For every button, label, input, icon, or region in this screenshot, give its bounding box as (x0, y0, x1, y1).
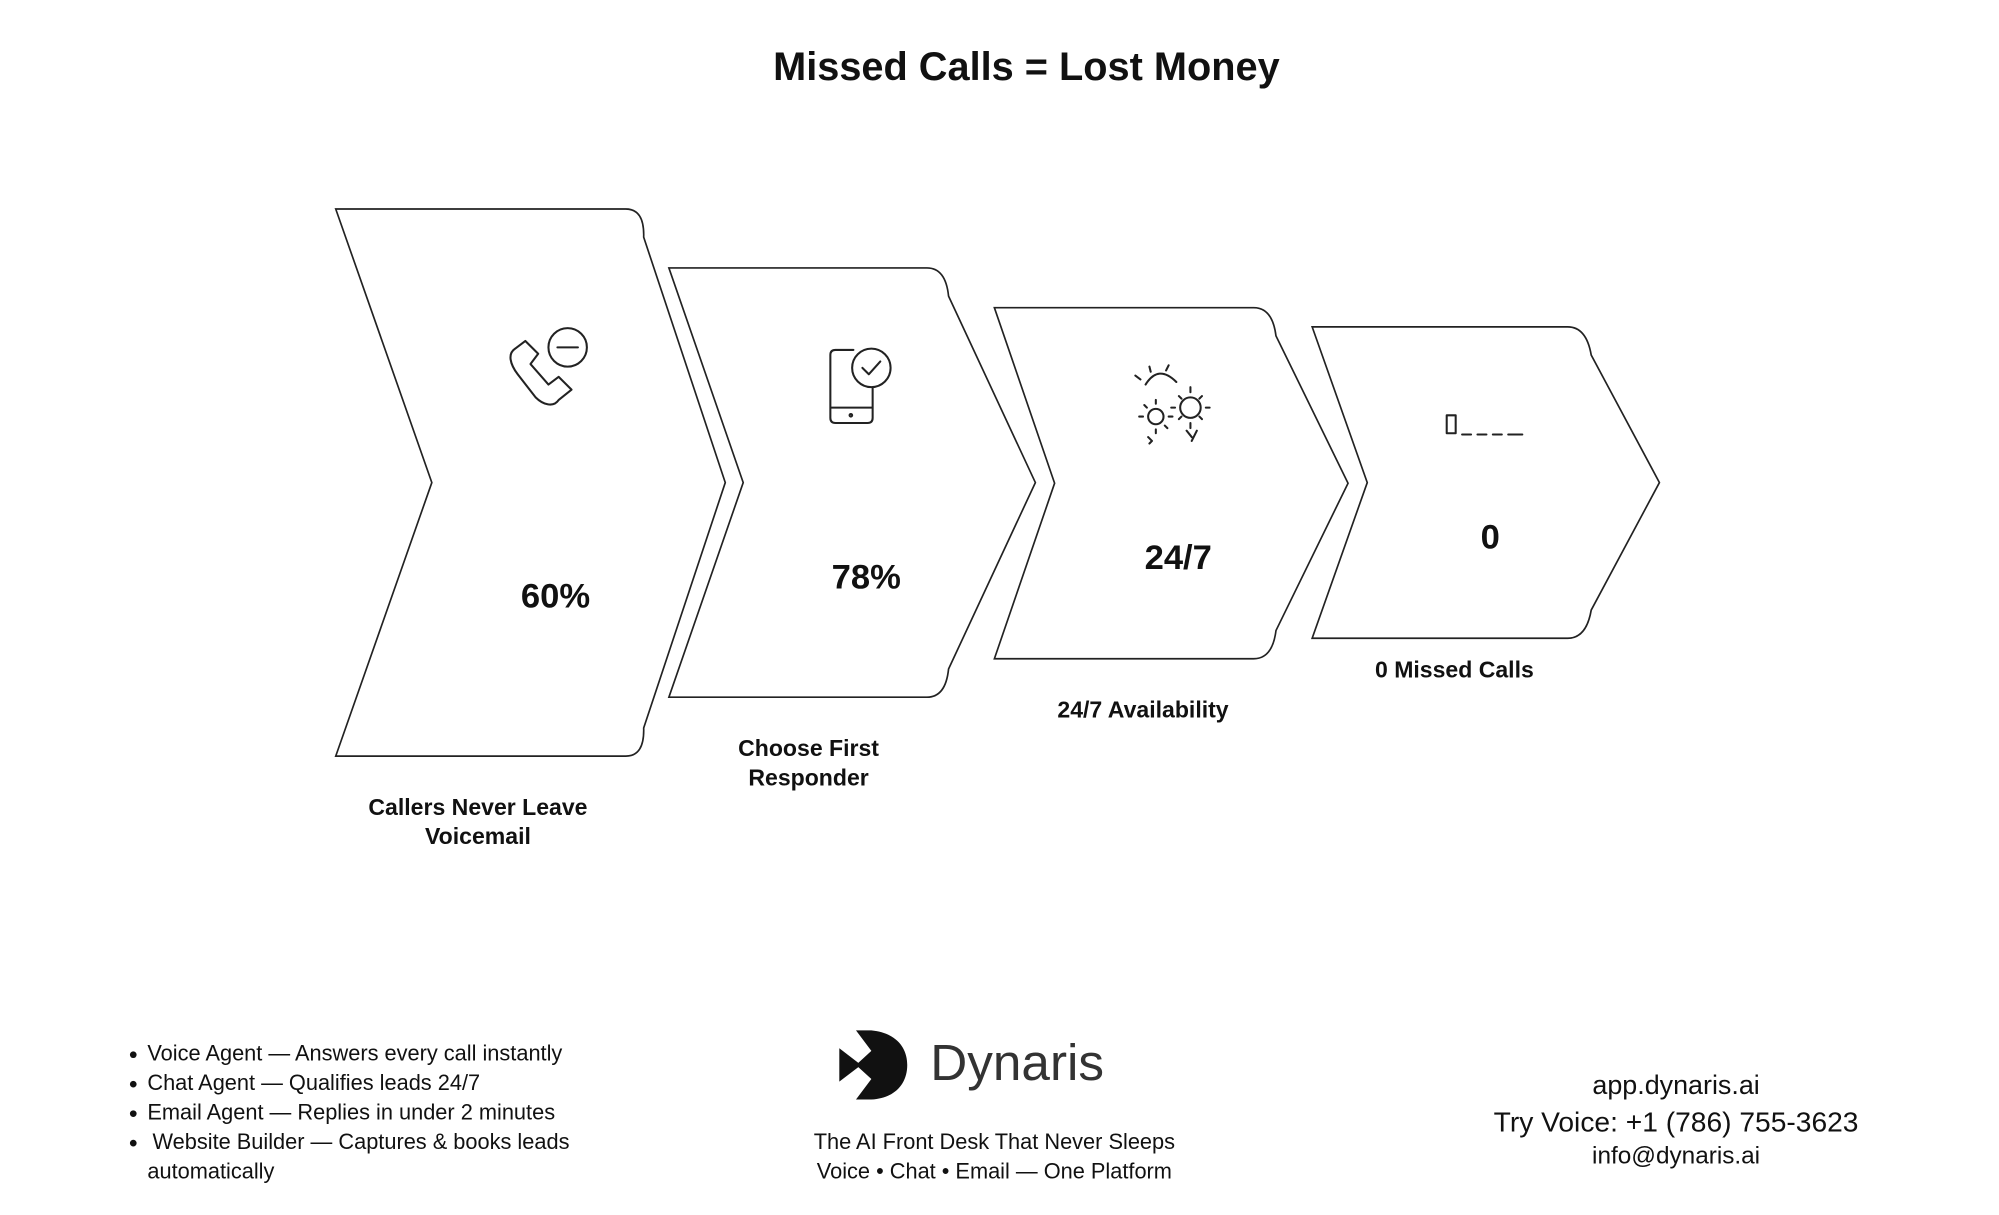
tagline: Voice • Chat • Email — One Platform (817, 1158, 1172, 1183)
sun (1147, 407, 1165, 426)
step-value: 24/7 (1145, 539, 1212, 577)
step-shape (667, 267, 1037, 699)
feature-text: Email Agent — Replies in under 2 minutes (147, 1099, 555, 1124)
contact: info@dynaris.ai (1592, 1143, 1760, 1170)
device-dot (848, 412, 854, 418)
step-value: 60% (521, 578, 590, 616)
step-label: Callers Never Leave (368, 794, 587, 820)
check (861, 360, 882, 376)
step-label: 24/7 Availability (1057, 696, 1228, 722)
step-label: 0 Missed Calls (1375, 657, 1534, 683)
placeholder-box (1445, 414, 1457, 435)
bullet (129, 1080, 137, 1088)
contact: Try Voice: +1 (786) 755-3623 (1494, 1105, 1859, 1137)
contact: app.dynaris.ai (1592, 1070, 1759, 1100)
device-icon (829, 348, 874, 425)
feature-text: Chat Agent — Qualifies leads 24/7 (147, 1070, 480, 1095)
step-shape (1310, 326, 1661, 640)
logo (839, 1030, 908, 1100)
bullet (129, 1139, 137, 1147)
feature-text: automatically (147, 1158, 274, 1183)
step-label: Responder (748, 764, 868, 790)
step-label: Choose First (738, 735, 879, 761)
title: Missed Calls = Lost Money (773, 45, 1280, 89)
step-shape (334, 208, 727, 757)
step-value: 0 (1481, 519, 1500, 557)
rays (1134, 364, 1211, 445)
minus-circle (547, 327, 588, 368)
step-label: Voicemail (425, 823, 531, 849)
phone-icon (509, 339, 573, 406)
step-shape (993, 306, 1349, 660)
brand-name: Dynaris (930, 1034, 1104, 1091)
sun (1179, 396, 1202, 419)
step-value: 78% (832, 558, 901, 596)
tagline: The AI Front Desk That Never Sleeps (814, 1129, 1175, 1154)
bullet (129, 1051, 137, 1059)
check-circle (851, 347, 892, 389)
bullet (129, 1110, 137, 1117)
feature-text: Website Builder — Captures & books leads (152, 1129, 569, 1154)
feature-text: Voice Agent — Answers every call instant… (147, 1040, 562, 1065)
